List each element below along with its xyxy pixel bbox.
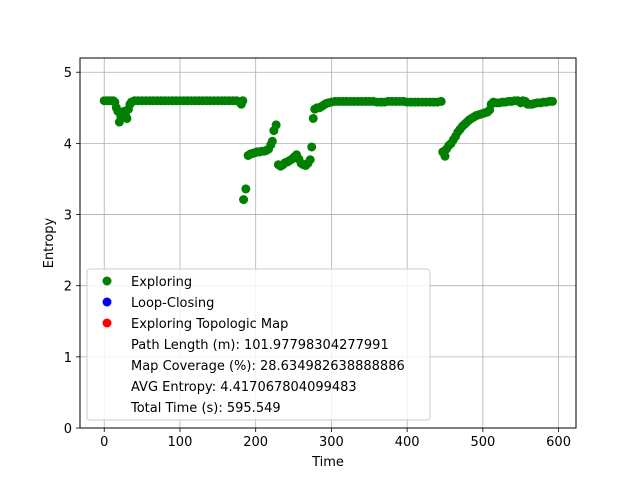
legend-box: [86, 268, 431, 421]
data-point: [307, 142, 317, 152]
x-tick-label: 400: [395, 435, 420, 450]
data-point: [122, 113, 132, 123]
data-point: [239, 195, 249, 205]
legend-stat-path-length: Path Length (m): 101.97798304277991: [131, 338, 389, 353]
ticks: 0 100 200 300 400 500 600 0 1 2 3 4 5: [64, 66, 571, 450]
y-tick-label: 4: [64, 137, 72, 152]
data-point: [436, 96, 446, 106]
data-point: [238, 96, 248, 106]
legend-stat-avg-entropy: AVG Entropy: 4.417067804099483: [131, 380, 357, 395]
data-point: [305, 155, 315, 165]
y-tick-label: 0: [64, 422, 72, 437]
x-tick-label: 200: [243, 435, 268, 450]
x-tick-label: 100: [168, 435, 193, 450]
x-axis-label: Time: [311, 455, 344, 470]
legend-stat-map-coverage: Map Coverage (%): 28.634982638888886: [131, 359, 405, 374]
x-tick-label: 0: [100, 435, 108, 450]
legend-marker-topologic: [102, 318, 112, 328]
legend-label-loop-closing: Loop-Closing: [131, 296, 214, 311]
x-tick-label: 600: [546, 435, 571, 450]
x-tick-label: 500: [470, 435, 495, 450]
data-point: [308, 113, 318, 123]
x-tick-label: 300: [319, 435, 344, 450]
legend-marker-exploring: [102, 276, 112, 286]
y-tick-label: 3: [64, 209, 72, 224]
legend-label-exploring: Exploring: [131, 275, 192, 290]
legend: Exploring Loop-Closing Exploring Topolog…: [86, 268, 431, 421]
data-point: [241, 184, 251, 194]
y-axis-label: Entropy: [42, 217, 57, 268]
y-tick-label: 5: [64, 66, 72, 81]
data-point: [267, 136, 277, 146]
legend-label-topologic: Exploring Topologic Map: [131, 317, 288, 332]
y-tick-label: 1: [64, 351, 72, 366]
data-point: [440, 151, 450, 161]
axes-frame: [79, 57, 577, 429]
y-tick-label: 2: [64, 280, 72, 295]
data-points: [99, 96, 558, 205]
data-point: [548, 96, 558, 106]
legend-stat-total-time: Total Time (s): 595.549: [130, 401, 281, 416]
data-point: [271, 120, 281, 130]
legend-marker-loop-closing: [102, 297, 112, 307]
